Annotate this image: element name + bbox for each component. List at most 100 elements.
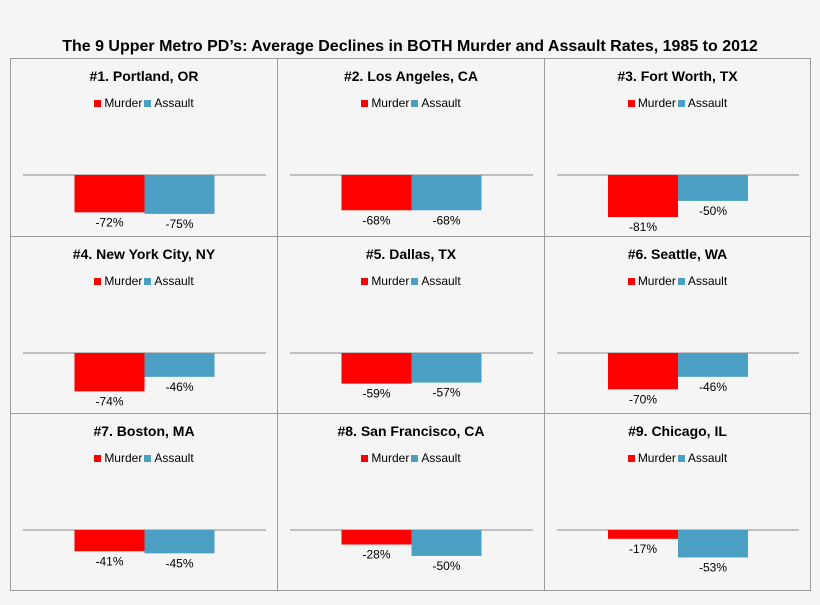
chart-panel: #1. Portland, OR Murder Assault -72% -75% — [10, 58, 278, 237]
legend-item: Murder — [94, 274, 142, 288]
legend-swatch — [411, 277, 419, 285]
legend-swatch — [94, 277, 102, 285]
plot-area: -17% -53% — [557, 529, 799, 574]
murder-data-label: -68% — [362, 213, 390, 227]
murder-bar — [341, 530, 412, 545]
legend-swatch — [411, 99, 419, 107]
panel-title: #8. San Francisco, CA — [337, 423, 485, 439]
legend-item: Murder — [627, 274, 676, 288]
assault-bar — [411, 353, 482, 383]
murder-bar — [341, 175, 412, 211]
legend: Murder Assault — [278, 451, 544, 465]
legend-item: Murder — [361, 274, 409, 288]
legend-swatch — [144, 99, 152, 107]
legend-item: Murder — [94, 451, 142, 465]
legend: Murder Assault — [278, 96, 544, 110]
legend: Murder Assault — [11, 274, 277, 288]
chart-panel: #5. Dallas, TX Murder Assault -59% -57% — [277, 236, 545, 414]
legend: Murder Assault — [545, 451, 810, 465]
legend-item: Assault — [144, 451, 194, 465]
assault-bar — [411, 530, 482, 556]
legend-label: Assault — [421, 274, 461, 288]
legend-swatch — [144, 277, 152, 285]
panel-title: #6. Seattle, WA — [627, 246, 728, 262]
legend-item: Assault — [144, 274, 194, 288]
chart-grid: #1. Portland, OR Murder Assault -72% -75% #2.… — [10, 58, 811, 591]
legend-label: Murder — [104, 96, 143, 110]
murder-data-label: -70% — [629, 392, 657, 406]
panel-title: #2. Los Angeles, CA — [343, 68, 479, 84]
panel-title: #5. Dallas, TX — [365, 246, 457, 262]
assault-bar — [678, 530, 748, 558]
plot-area: -28% -50% — [290, 529, 533, 573]
legend-item: Murder — [627, 451, 676, 465]
legend-swatch — [677, 454, 685, 462]
legend-item: Murder — [94, 96, 142, 110]
plot-area: -81% -50% — [557, 174, 799, 234]
plot-area: -70% -46% — [557, 352, 799, 406]
legend-swatch — [677, 277, 685, 285]
murder-data-label: -81% — [629, 220, 657, 234]
legend-label: Murder — [637, 96, 676, 110]
assault-data-label: -53% — [699, 560, 727, 574]
murder-bar — [74, 353, 145, 392]
legend-label: Murder — [637, 451, 676, 465]
legend: Murder Assault — [545, 274, 810, 288]
legend-item: Assault — [144, 96, 194, 110]
plot-area: -59% -57% — [290, 352, 533, 401]
legend-label: Murder — [104, 451, 143, 465]
plot-area: -74% -46% — [23, 352, 266, 408]
legend-label: Assault — [687, 451, 728, 465]
legend-item: Murder — [361, 451, 409, 465]
assault-bar — [678, 353, 748, 377]
legend-label: Assault — [154, 451, 194, 465]
chart-panel: #3. Fort Worth, TX Murder Assault -81% -50% — [544, 58, 811, 237]
legend-label: Murder — [371, 274, 410, 288]
plot-area: -68% -68% — [290, 174, 533, 227]
legend-item: Assault — [677, 274, 728, 288]
assault-data-label: -46% — [165, 380, 193, 394]
plot-area: -41% -45% — [23, 529, 266, 570]
assault-data-label: -50% — [432, 559, 460, 573]
murder-data-label: -41% — [95, 554, 123, 568]
chart-panel: #7. Boston, MA Murder Assault -41% -45% — [10, 413, 278, 591]
legend-swatch — [361, 277, 369, 285]
legend-item: Assault — [411, 274, 461, 288]
chart-panel: #6. Seattle, WA Murder Assault -70% -46% — [544, 236, 811, 414]
legend-label: Assault — [154, 274, 194, 288]
legend-label: Assault — [687, 274, 728, 288]
murder-data-label: -28% — [362, 548, 390, 562]
legend-label: Assault — [154, 96, 194, 110]
legend-label: Murder — [637, 274, 676, 288]
legend-item: Assault — [677, 451, 728, 465]
murder-bar — [608, 175, 678, 217]
legend: Murder Assault — [11, 96, 277, 110]
assault-data-label: -45% — [165, 556, 193, 570]
assault-data-label: -50% — [699, 204, 727, 218]
assault-bar — [411, 175, 482, 211]
chart-panel: #8. San Francisco, CA Murder Assault -28% -5… — [277, 413, 545, 591]
legend-item: Murder — [627, 96, 676, 110]
murder-bar — [74, 175, 145, 213]
legend-label: Murder — [104, 274, 143, 288]
legend: Murder Assault — [278, 274, 544, 288]
murder-data-label: -17% — [629, 542, 657, 556]
legend-swatch — [361, 99, 369, 107]
assault-bar — [144, 530, 215, 554]
legend-label: Assault — [687, 96, 728, 110]
legend-item: Assault — [677, 96, 728, 110]
assault-data-label: -46% — [699, 380, 727, 394]
chart-panel: #4. New York City, NY Murder Assault -74% -4… — [10, 236, 278, 414]
murder-data-label: -72% — [95, 215, 123, 229]
plot-area: -72% -75% — [23, 174, 266, 231]
assault-bar — [144, 353, 215, 377]
legend-item: Assault — [411, 96, 461, 110]
murder-bar — [608, 353, 678, 390]
murder-data-label: -74% — [95, 394, 123, 408]
legend-label: Murder — [371, 96, 410, 110]
panel-title: #7. Boston, MA — [93, 423, 195, 439]
main-title: The 9 Upper Metro PD’s: Average Declines… — [62, 38, 758, 55]
legend: Murder Assault — [545, 96, 810, 110]
murder-bar — [608, 530, 678, 539]
legend-item: Murder — [361, 96, 409, 110]
